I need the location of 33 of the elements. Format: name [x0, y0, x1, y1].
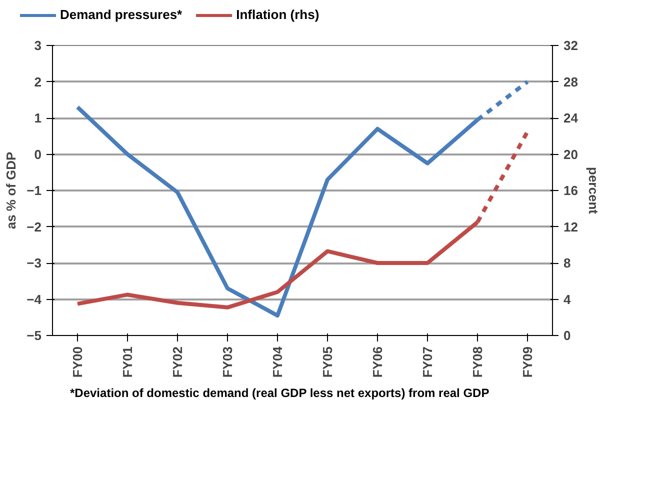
- x-tick-label: FY06: [370, 346, 385, 378]
- y2-tick-label: 0: [564, 328, 571, 343]
- x-tick-label: FY01: [120, 346, 135, 378]
- y-axis-title: as % of GDP: [4, 152, 19, 230]
- x-tick-label: FY04: [270, 346, 285, 378]
- y-tick-label: −4: [26, 292, 42, 307]
- x-tick-label: FY02: [170, 346, 185, 378]
- legend-label: Inflation (rhs): [236, 7, 320, 22]
- y2-tick-label: 28: [564, 74, 578, 90]
- y-tick-label: −2: [26, 219, 42, 234]
- y-tick-label: −1: [26, 183, 42, 198]
- text: *Deviation of domestic demand (real GDP less net exports) from real GDP: [70, 385, 490, 402]
- y2-tick-label: 16: [564, 183, 578, 198]
- x-tick-label: FY00: [70, 346, 85, 378]
- y-tick-label: 2: [34, 74, 42, 90]
- x-tick-label: FY08: [470, 346, 485, 378]
- y-tick-label: −3: [26, 256, 42, 270]
- x-tick-label: FY03: [220, 346, 235, 378]
- y2-tick-label: 20: [564, 146, 578, 162]
- y-tick-label: 0: [34, 146, 42, 162]
- y2-tick-label: 8: [564, 256, 571, 270]
- legend-label: Demand pressures*: [60, 7, 182, 22]
- y2-tick-label: 4: [564, 292, 572, 307]
- x-tick-label: FY09: [520, 346, 535, 378]
- y-tick-label: 3: [34, 38, 42, 53]
- y2-tick-label: 12: [564, 219, 578, 234]
- y2-axis-title: percent: [586, 167, 601, 215]
- y-tick-label: −5: [26, 328, 42, 343]
- y-tick-label: 1: [34, 110, 42, 126]
- x-tick-label: FY05: [320, 346, 335, 378]
- y2-tick-label: 24: [564, 110, 579, 126]
- x-tick-label: FY07: [420, 346, 435, 378]
- y2-tick-label: 32: [564, 38, 578, 53]
